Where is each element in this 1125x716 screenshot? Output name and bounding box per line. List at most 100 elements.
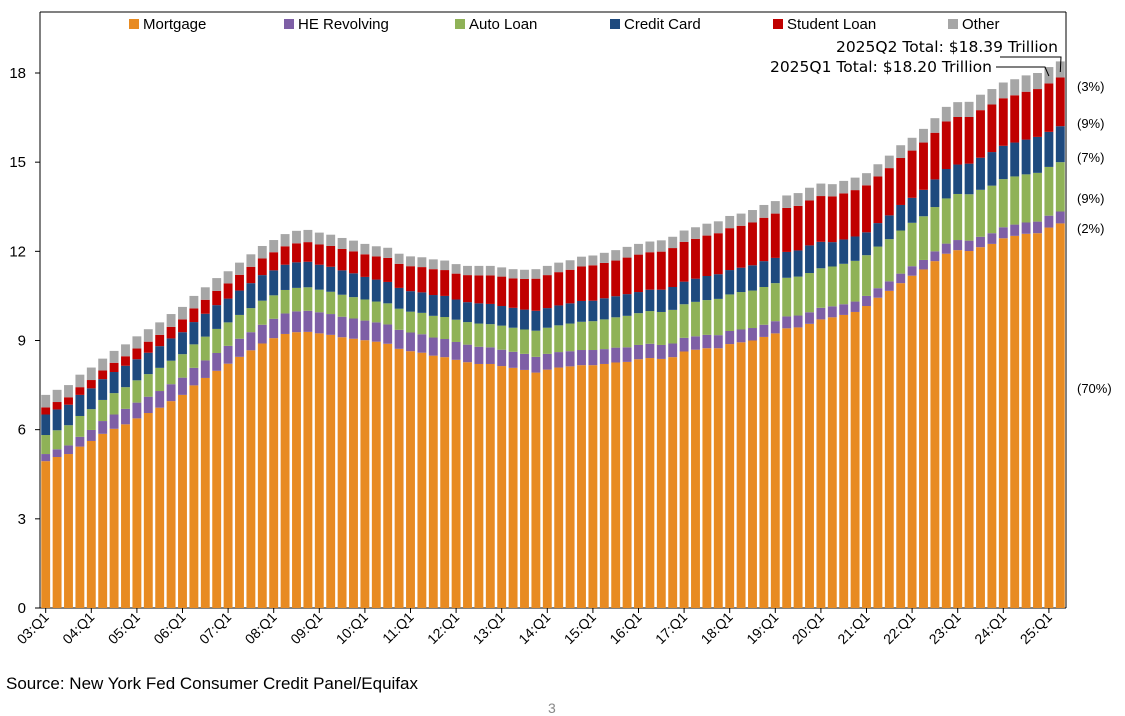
bar-segment-student-loan: [520, 278, 529, 310]
x-tick-label: 07:Q1: [196, 609, 234, 647]
bar-segment-other: [748, 210, 757, 223]
bar-segment-he-revolving: [953, 240, 963, 251]
bar-segment-mortgage: [862, 306, 871, 608]
bar-segment-other: [417, 257, 427, 268]
x-tick-label: 14:Q1: [515, 609, 553, 647]
bar-segment-auto-loan: [827, 266, 837, 307]
bar-segment-student-loan: [611, 260, 621, 297]
bar-segment-he-revolving: [554, 352, 564, 368]
bar-segment-other: [907, 137, 917, 151]
bar-segment-student-loan: [508, 278, 518, 308]
bar-segment-auto-loan: [246, 308, 256, 333]
bar-segment-he-revolving: [75, 436, 85, 447]
bar-segment-credit-card: [235, 290, 244, 315]
bar-segment-credit-card: [463, 302, 472, 323]
bar-segment-mortgage: [463, 362, 472, 608]
bar-segment-credit-card: [748, 265, 757, 291]
bar-segment-student-loan: [406, 266, 415, 292]
bar-segment-mortgage: [850, 311, 860, 608]
bar-segment-other: [998, 82, 1008, 99]
x-tick-label: 24:Q1: [971, 609, 1009, 647]
bar-segment-other: [656, 240, 666, 252]
share-label: (7%): [1077, 150, 1104, 165]
bar-segment-auto-loan: [257, 300, 267, 325]
bar-segment-other: [919, 128, 928, 143]
bar-segment-he-revolving: [178, 377, 187, 395]
bar-segment-mortgage: [577, 365, 586, 608]
bar-segment-auto-loan: [542, 327, 552, 354]
bar-segment-other: [292, 230, 301, 244]
bar-segment-student-loan: [417, 267, 427, 293]
bar-segment-he-revolving: [86, 429, 96, 441]
bar-segment-he-revolving: [896, 273, 906, 284]
bar-segment-mortgage: [816, 319, 826, 608]
bar-segment-he-revolving: [132, 402, 142, 419]
bar-segment-credit-card: [941, 169, 951, 199]
bar-segment-student-loan: [497, 276, 507, 307]
bar-segment-auto-loan: [303, 287, 313, 311]
bar-segment-mortgage: [702, 348, 712, 608]
legend-label: Credit Card: [624, 16, 701, 33]
bar-segment-student-loan: [702, 235, 712, 276]
bar-segment-auto-loan: [668, 309, 678, 344]
bar-segment-he-revolving: [497, 349, 507, 367]
bar-segment-other: [1033, 73, 1042, 90]
bar-segment-auto-loan: [451, 319, 461, 342]
legend-label: Mortgage: [143, 16, 206, 33]
bar-segment-auto-loan: [121, 387, 130, 409]
bar-segment-student-loan: [713, 233, 723, 275]
bar-segment-other: [964, 101, 974, 117]
bar-segment-he-revolving: [622, 347, 632, 362]
x-tick-label: 19:Q1: [743, 609, 781, 647]
bar-segment-student-loan: [919, 142, 928, 190]
bar-segment-mortgage: [930, 261, 940, 608]
bar-segment-auto-loan: [132, 380, 142, 403]
bar-segment-mortgage: [793, 327, 803, 608]
bar-segment-he-revolving: [782, 316, 792, 329]
bar-segment-other: [873, 164, 883, 177]
bar-segment-student-loan: [371, 256, 381, 280]
bar-segment-credit-card: [371, 279, 381, 302]
bar-segment-auto-loan: [1033, 172, 1042, 222]
bar-segment-student-loan: [121, 356, 130, 366]
bar-segment-auto-loan: [770, 283, 780, 322]
bar-segment-credit-card: [816, 241, 826, 269]
bar-segment-student-loan: [223, 283, 233, 299]
bar-segment-credit-card: [565, 303, 575, 324]
x-axis-ticks: 03:Q1 04:Q1 05:Q1 06:Q1 07:Q1 08:Q1 09:Q1 10:Q1…: [14, 608, 1055, 647]
share-label: (70%): [1077, 381, 1112, 396]
bar-segment-other: [269, 240, 279, 253]
bar-segment-mortgage: [235, 356, 244, 608]
bar-segment-other: [155, 322, 165, 335]
bar-segment-other: [1010, 79, 1020, 96]
bar-segment-mortgage: [759, 336, 769, 608]
bar-segment-credit-card: [896, 204, 906, 231]
bar-segment-auto-loan: [622, 315, 632, 348]
bar-segment-student-loan: [86, 380, 96, 389]
bar-segment-student-loan: [565, 269, 575, 304]
bar-segment-other: [634, 243, 643, 255]
bar-segment-auto-loan: [64, 425, 73, 446]
bar-segment-student-loan: [292, 243, 301, 263]
bar-segment-auto-loan: [1021, 174, 1031, 223]
bar-segment-he-revolving: [41, 454, 51, 462]
legend-swatch: [284, 19, 294, 29]
annotation-leader-q1: [996, 66, 1050, 77]
bar-segment-student-loan: [725, 228, 735, 271]
bar-segment-other: [976, 94, 985, 111]
bar-segment-he-revolving: [748, 328, 757, 341]
bar-segment-other: [531, 269, 541, 279]
bar-segment-credit-card: [930, 179, 940, 208]
bar-segment-auto-loan: [873, 246, 883, 289]
x-tick-label: 08:Q1: [242, 609, 280, 647]
bar-segment-auto-loan: [189, 344, 199, 368]
bar-segment-student-loan: [143, 341, 153, 353]
bar-segment-mortgage: [531, 372, 541, 608]
bar-segment-credit-card: [98, 379, 108, 400]
bar-segment-he-revolving: [109, 414, 119, 429]
bar-segment-other: [645, 241, 655, 253]
bar-segment-other: [759, 204, 769, 218]
bar-segment-he-revolving: [155, 391, 165, 408]
bar-segment-other: [827, 184, 837, 197]
bar-segment-credit-card: [953, 164, 963, 194]
